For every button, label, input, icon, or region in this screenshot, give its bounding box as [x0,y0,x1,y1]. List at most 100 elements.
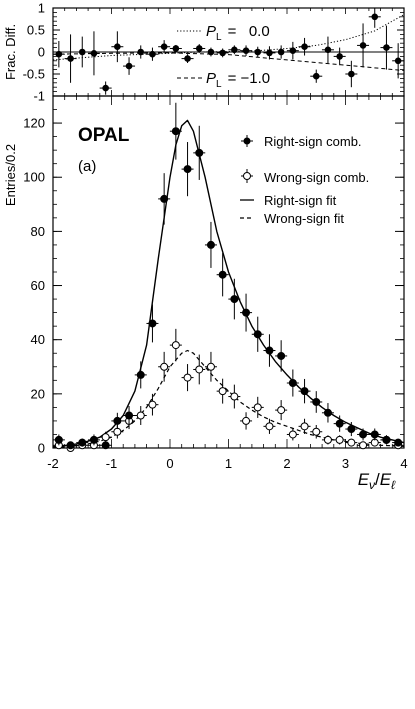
filled-marker [253,330,262,339]
frac-diff-marker [78,48,86,56]
open-marker [230,392,239,401]
filled-marker [66,441,75,450]
wrong-sign-point [240,412,253,430]
wrong-sign-point [146,393,159,416]
filled-marker [335,419,344,428]
frac-diff-point [123,57,136,75]
main-y-tick-label: 100 [23,170,45,185]
wrong-sign-point [251,396,264,418]
filled-marker [160,194,169,203]
filled-marker [78,438,87,447]
main-legend: Right-sign comb. Wrong-sign comb. Right-… [240,134,369,226]
experiment-label: OPAL [78,125,130,146]
right-sign-point [357,428,370,441]
frac-diff-marker [67,55,74,62]
frac-diff-point [87,31,100,76]
frac-diff-point [251,46,264,58]
panel-label: (a) [78,158,96,175]
open-marker [195,365,204,374]
legend-wrong-sign-comb: Wrong-sign comb. [241,169,369,185]
frac-diff-marker [160,43,168,51]
main-y-tick-label: 20 [31,386,45,401]
frac-diff-marker [195,45,203,52]
open-marker [148,400,157,409]
filled-marker [359,430,368,439]
frac-diff-point [286,41,299,60]
right-sign-point [298,378,311,404]
top-panel: Frac. Diff. -1 -0.5 0 0.5 1 PL = 0.0 PL = −1.0 [3,1,405,104]
filled-marker [136,370,145,379]
pl-minus1-curve [52,52,405,71]
main-x-tick-label: 1 [225,456,232,471]
frac-diff-marker [114,43,121,51]
frac-diff-point [181,54,194,63]
frac-diff-point [158,40,171,54]
right-sign-point [286,369,299,397]
wrong-sign-point [333,435,346,445]
top-y-tick-label: 0 [38,45,45,60]
open-marker [323,435,332,444]
filled-marker [300,387,309,396]
frac-diff-point [111,31,124,63]
frac-diff-marker [266,49,273,57]
filled-marker [148,319,157,328]
filled-marker [288,379,297,388]
main-points [52,102,405,452]
x-axis-label: Eν/Eℓ [358,470,396,492]
legend-marker-open [243,172,251,180]
filled-marker [370,430,379,439]
wrong-sign-point [181,364,194,392]
wrong-sign-point [158,351,171,382]
frac-diff-point [216,48,229,58]
wrong-sign-point [357,441,370,450]
frac-diff-marker [172,45,180,52]
frac-diff-marker [312,72,320,80]
wrong-sign-point [286,428,299,441]
right-sign-point [193,125,206,180]
frac-diff-point [64,34,77,83]
frac-diff-point [52,41,65,68]
filled-marker [242,308,251,317]
frac-diff-marker [336,53,343,60]
open-marker [265,422,274,431]
frac-diff-marker [371,13,379,21]
filled-marker [230,295,239,304]
open-marker [253,403,262,412]
right-sign-fit-curve [52,119,405,448]
wrong-sign-point [263,418,276,434]
frac-diff-point [169,44,182,52]
main-y-tick-label: 60 [31,278,45,293]
right-sign-point [134,361,147,389]
right-sign-point [204,221,217,268]
open-marker [242,416,251,425]
frac-diff-point [134,45,147,59]
right-sign-point [76,438,89,447]
legend-marker-filled [243,137,251,145]
main-y-axis-label: Entries/0.2 [3,144,18,206]
legend-wrong-sign-fit-label: Wrong-sign fit [264,211,344,226]
top-y-ticks: -1 -0.5 0 0.5 1 [23,1,405,104]
frac-diff-marker [242,47,250,54]
frac-diff-point [357,23,370,68]
open-marker [359,441,368,450]
right-sign-point [333,415,346,432]
frac-diff-point [321,36,334,63]
wrong-sign-point [204,351,217,382]
wrong-sign-point [310,424,323,439]
filled-marker [323,408,332,417]
frac-diff-point [392,43,405,79]
top-y-tick-label: 0.5 [27,23,45,38]
right-sign-point [64,441,77,450]
filled-marker [277,351,286,360]
main-x-tick-label: 2 [283,456,290,471]
frac-diff-marker [184,55,191,62]
frac-diff-marker [348,70,355,78]
legend-pl0-label: PL = 0.0 [206,23,270,43]
frac-diff-point [275,45,288,59]
frac-diff-marker [55,50,63,58]
top-y-tick-label: 1 [38,1,45,16]
open-marker [171,341,180,350]
top-points [52,8,405,95]
top-legend: PL = 0.0 PL = −1.0 [177,23,270,90]
open-marker [136,411,145,420]
